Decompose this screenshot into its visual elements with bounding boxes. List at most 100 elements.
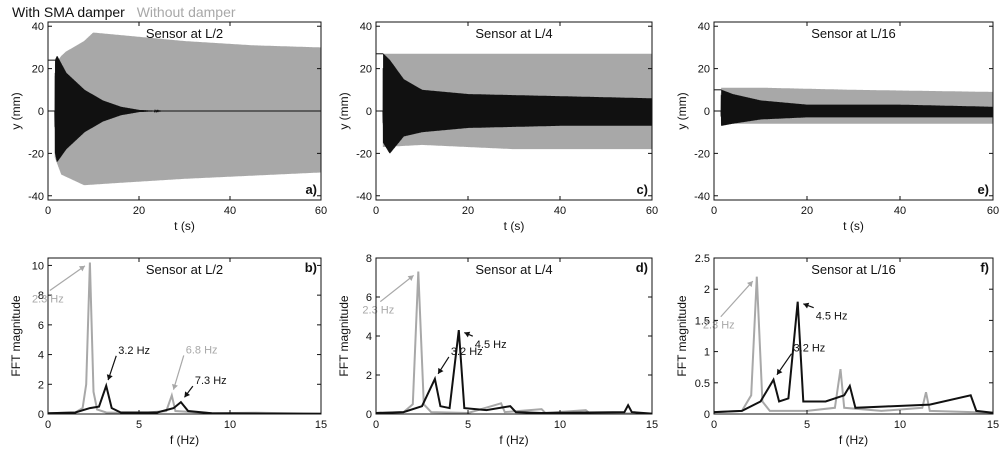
- x-tick-label: 40: [554, 205, 566, 217]
- y-tick-label: -20: [356, 148, 372, 160]
- x-tick-label: 0: [45, 419, 51, 431]
- x-tick-label: 20: [462, 205, 474, 217]
- panel-title: Sensor at L/4: [475, 26, 552, 41]
- y-tick-label: 0: [38, 409, 44, 421]
- annotation-arrowhead: [464, 331, 471, 338]
- y-tick-label: 0: [704, 409, 710, 421]
- axes-frame: [47, 257, 322, 415]
- chart-panel: 0 20 40 60 -40 -20 0 20 40 Sensor at L/4 c) t (s) y …: [337, 21, 658, 233]
- y-tick-label: 40: [698, 21, 710, 33]
- x-tick-label: 20: [133, 205, 145, 217]
- x-tick-label: 40: [224, 205, 236, 217]
- annotation-label: 6.8 Hz: [186, 344, 218, 356]
- y-axis-label: y (mm): [337, 92, 351, 129]
- annotation-label: 2.3 Hz: [703, 320, 735, 332]
- plot-area: [714, 276, 993, 414]
- axes-frame: [375, 257, 653, 415]
- y-tick-label: 20: [698, 64, 710, 76]
- annotation-arrowhead: [106, 374, 113, 381]
- annotation-arrowhead: [776, 368, 783, 375]
- y-tick-label: 4: [366, 331, 372, 343]
- panel-label: f): [980, 260, 989, 275]
- plot-area: [376, 53, 652, 154]
- x-axis-label: t (s): [843, 219, 864, 233]
- x-axis-label: f (Hz): [170, 433, 199, 447]
- y-tick-label: 40: [360, 21, 372, 33]
- y-tick-label: 2.5: [695, 253, 710, 265]
- annotation-arrowhead: [747, 281, 753, 288]
- x-tick-label: 60: [315, 205, 327, 217]
- x-tick-label: 10: [224, 419, 236, 431]
- series-without-damper: [376, 271, 652, 414]
- y-tick-label: 0: [38, 106, 44, 118]
- y-axis-label: y (mm): [9, 92, 23, 129]
- y-axis-label: FFT magnitude: [9, 295, 23, 376]
- x-axis-label: t (s): [174, 219, 195, 233]
- x-tick-label: 10: [894, 419, 906, 431]
- annotation-label: 4.5 Hz: [475, 339, 507, 351]
- x-tick-label: 0: [711, 419, 717, 431]
- x-axis-label: f (Hz): [839, 433, 868, 447]
- y-tick-label: -20: [28, 148, 44, 160]
- series-with-sma-damper: [48, 382, 321, 414]
- panel-title: Sensor at L/2: [146, 26, 223, 41]
- axes-frame: [375, 21, 653, 201]
- x-tick-label: 15: [987, 419, 999, 431]
- legend-with-damper: With SMA damper: [12, 4, 125, 20]
- chart-panel: 0 20 40 60 -40 -20 0 20 40 Sensor at L/2 a) t (s) y …: [9, 21, 327, 233]
- axes-frame: [713, 21, 994, 201]
- plot-area: [48, 262, 321, 414]
- series-without-damper: [714, 276, 993, 414]
- plot-area: [376, 271, 652, 414]
- x-tick-label: 15: [646, 419, 658, 431]
- axes-frame: [47, 21, 322, 201]
- y-axis-label: y (mm): [675, 92, 689, 129]
- annotation-label: 2.3 Hz: [362, 305, 394, 317]
- plot-area: [714, 87, 993, 126]
- panel-title: Sensor at L/2: [146, 262, 223, 277]
- annotation-arrow: [720, 280, 754, 318]
- panel-title: Sensor at L/16: [811, 26, 896, 41]
- x-tick-label: 5: [136, 419, 142, 431]
- chart-panel: 0 5 10 15 0 0.5 1 1.5 2 2.5 2.3 Hz 4.5 Hz 3.2 Hz Sens…: [675, 253, 999, 447]
- y-tick-label: -40: [356, 191, 372, 203]
- y-tick-label: 6: [366, 292, 372, 304]
- x-tick-label: 5: [804, 419, 810, 431]
- series-with-sma-damper: [714, 301, 993, 414]
- y-tick-label: 20: [32, 64, 44, 76]
- annotation-arrowhead: [803, 302, 810, 309]
- x-tick-label: 0: [711, 205, 717, 217]
- series-with-sma-damper: [376, 329, 652, 414]
- annotation-label: 3.2 Hz: [118, 345, 150, 357]
- y-tick-label: 2: [366, 370, 372, 382]
- annotation-label: 4.5 Hz: [816, 311, 848, 323]
- x-tick-label: 0: [373, 419, 379, 431]
- x-tick-label: 15: [315, 419, 327, 431]
- annotation-arrow: [49, 265, 86, 291]
- panel-label: d): [636, 260, 648, 275]
- panel-label: e): [977, 182, 989, 197]
- x-tick-label: 0: [45, 205, 51, 217]
- y-tick-label: 2: [704, 284, 710, 296]
- y-tick-label: -40: [28, 191, 44, 203]
- y-tick-label: 4: [38, 350, 44, 362]
- y-tick-label: 1: [704, 347, 710, 359]
- x-axis-label: t (s): [504, 219, 525, 233]
- chart-panel: 0 20 40 60 -40 -20 0 20 40 Sensor at L/16 e) t (s) y…: [675, 21, 999, 233]
- series-without-damper: [48, 262, 321, 414]
- panel-label: a): [305, 182, 317, 197]
- series-without-damper: [48, 32, 321, 186]
- plot-area: [48, 32, 321, 186]
- panel-label: b): [305, 260, 317, 275]
- y-tick-label: 8: [366, 253, 372, 265]
- annotation-label: 3.2 Hz: [451, 346, 483, 358]
- x-tick-label: 60: [646, 205, 658, 217]
- annotation-label: 3.2 Hz: [794, 343, 826, 355]
- annotation-arrow: [379, 274, 414, 303]
- panel-title: Sensor at L/4: [475, 262, 552, 277]
- x-tick-label: 10: [554, 419, 566, 431]
- y-tick-label: 0: [366, 409, 372, 421]
- y-tick-label: 6: [38, 320, 44, 332]
